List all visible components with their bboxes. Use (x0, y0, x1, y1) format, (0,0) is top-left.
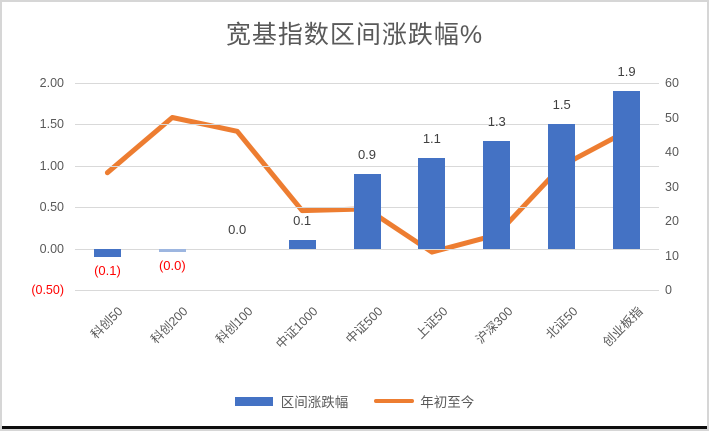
bar-创业板指 (613, 91, 641, 249)
legend: 区间涨跌幅 年初至今 (2, 391, 707, 411)
right-axis-tick: 40 (665, 145, 679, 159)
bar-data-label: 1.3 (487, 113, 506, 129)
gridline (75, 83, 659, 84)
bar-data-label: (0.0) (158, 257, 186, 273)
left-axis-tick: (0.50) (31, 283, 64, 297)
right-axis-tick: 0 (665, 283, 672, 297)
legend-label-line-series: 年初至今 (420, 395, 475, 410)
gridline (75, 124, 659, 126)
right-axis-tick: 60 (665, 76, 679, 90)
left-axis-tick: 1.50 (39, 117, 64, 132)
right-axis-tick: 20 (665, 214, 679, 228)
bar-沪深300 (483, 140, 511, 249)
bar-series-swatch-icon (234, 396, 273, 406)
legend-item-bar-series: 区间涨跌幅 (234, 391, 349, 411)
bar-data-label: 0.9 (357, 147, 377, 163)
legend-label-bar-series: 区间涨跌幅 (280, 395, 349, 410)
bottom-border-line (2, 426, 707, 429)
bar-data-label: 0.0 (228, 221, 247, 237)
right-axis-tick: 50 (665, 110, 679, 125)
right-axis-tick: 10 (665, 248, 679, 263)
right-axis-tick: 30 (665, 179, 679, 194)
gridline (75, 290, 659, 291)
bar-科创200 (158, 248, 186, 252)
chart-title: 宽基指数区间涨跌幅% (225, 21, 484, 49)
left-axis-tick: 0.50 (39, 200, 64, 215)
gridline (75, 248, 659, 250)
gridline (75, 165, 659, 167)
bar-中证1000 (288, 240, 316, 249)
line-series-swatch-icon (374, 399, 415, 403)
bar-data-label: (0.1) (94, 262, 121, 278)
bar-上证50 (418, 157, 446, 249)
bar-data-label: 1.9 (617, 64, 636, 80)
left-axis-tick: 1.00 (39, 158, 64, 173)
bar-data-label: 1.5 (552, 97, 571, 113)
bar-科创50 (93, 248, 121, 257)
bar-data-label: 1.1 (422, 130, 441, 146)
bar-data-label: 0.1 (293, 213, 312, 229)
legend-item-line-series: 年初至今 (374, 391, 474, 411)
bar-北证50 (548, 124, 576, 249)
left-axis-tick: 2.00 (39, 76, 64, 90)
left-axis-tick: 0.00 (39, 241, 64, 256)
bar-中证500 (353, 174, 381, 249)
